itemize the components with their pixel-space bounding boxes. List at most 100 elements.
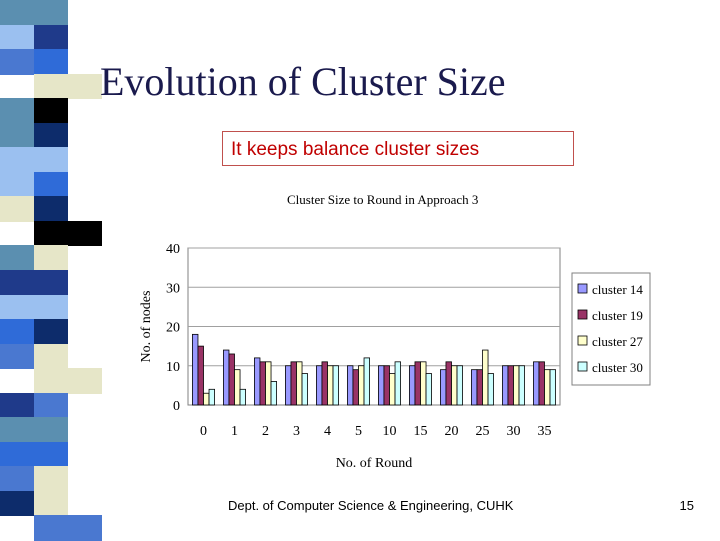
bar bbox=[270, 381, 277, 406]
stripe-block bbox=[0, 24, 34, 51]
legend-label: cluster 30 bbox=[592, 360, 643, 375]
y-tick-label: 40 bbox=[166, 242, 180, 257]
y-tick-label: 20 bbox=[166, 321, 180, 336]
stripe-block bbox=[0, 171, 34, 198]
bar bbox=[363, 357, 370, 406]
bar bbox=[197, 345, 204, 406]
bar bbox=[383, 365, 390, 406]
x-tick-label: 3 bbox=[293, 424, 300, 439]
bar bbox=[301, 373, 308, 406]
bar bbox=[254, 357, 261, 406]
bar bbox=[414, 361, 421, 406]
stripe-block bbox=[34, 122, 68, 149]
stripe-block bbox=[34, 392, 68, 419]
bar bbox=[192, 333, 199, 406]
bar bbox=[358, 365, 365, 406]
stripe-block bbox=[34, 245, 68, 271]
footer-text: Dept. of Computer Science & Engineering,… bbox=[228, 498, 514, 513]
bar bbox=[471, 369, 478, 406]
bar bbox=[285, 365, 292, 406]
stripe-block bbox=[34, 343, 68, 370]
legend-label: cluster 19 bbox=[592, 308, 643, 323]
stripe-block bbox=[0, 294, 68, 321]
stripe-block bbox=[0, 49, 34, 75]
x-tick-label: 0 bbox=[200, 424, 207, 439]
bar bbox=[321, 361, 328, 406]
bar bbox=[513, 365, 520, 406]
bar bbox=[549, 369, 556, 406]
callout-box: It keeps balance cluster sizes bbox=[222, 131, 574, 166]
bar bbox=[296, 361, 303, 406]
stripe-block bbox=[34, 24, 68, 51]
bar bbox=[420, 361, 427, 406]
x-tick-label: 4 bbox=[324, 424, 331, 439]
stripe-block bbox=[34, 368, 102, 394]
stripe-block bbox=[0, 490, 34, 517]
bar bbox=[440, 369, 447, 406]
bar bbox=[223, 349, 230, 406]
bar bbox=[234, 369, 241, 406]
stripe-block bbox=[0, 319, 34, 345]
bar bbox=[409, 365, 416, 406]
stripe-block bbox=[34, 98, 68, 124]
bar bbox=[239, 388, 246, 406]
bar bbox=[425, 373, 432, 406]
bar bbox=[533, 361, 540, 406]
bar bbox=[394, 361, 401, 406]
bar bbox=[487, 373, 494, 406]
stripe-block bbox=[34, 319, 68, 345]
legend-swatch bbox=[577, 309, 588, 320]
bar bbox=[332, 365, 339, 406]
bar bbox=[502, 365, 509, 406]
stripe-block bbox=[0, 0, 68, 26]
y-axis-label: No. of nodes bbox=[139, 291, 154, 363]
stripe-block bbox=[0, 122, 34, 149]
stripe-block bbox=[0, 392, 34, 419]
stripe-block bbox=[0, 270, 34, 296]
stripe-block bbox=[0, 196, 34, 222]
x-axis-label: No. of Round bbox=[336, 456, 413, 471]
bar bbox=[327, 365, 334, 406]
x-tick-label: 1 bbox=[231, 424, 238, 439]
page-number: 15 bbox=[679, 498, 694, 513]
stripe-block bbox=[0, 147, 68, 173]
x-tick-label: 30 bbox=[507, 424, 521, 439]
stripe-block bbox=[34, 73, 102, 100]
bar bbox=[538, 361, 545, 406]
stripe-block bbox=[34, 490, 68, 517]
stripe-block bbox=[0, 441, 68, 468]
x-tick-label: 2 bbox=[262, 424, 269, 439]
x-tick-label: 10 bbox=[383, 424, 397, 439]
slide-title: Evolution of Cluster Size bbox=[100, 59, 506, 104]
cluster-size-chart: Cluster Size to Round in Approach 301020… bbox=[139, 192, 651, 471]
y-tick-label: 0 bbox=[173, 399, 180, 414]
bar bbox=[316, 365, 323, 406]
stripe-block bbox=[34, 196, 68, 222]
bar bbox=[507, 365, 514, 406]
bar bbox=[378, 365, 385, 406]
stripe-block bbox=[34, 466, 68, 492]
bar bbox=[265, 361, 272, 406]
x-tick-label: 5 bbox=[355, 424, 362, 439]
decorative-stripe bbox=[0, 0, 102, 541]
stripe-block bbox=[34, 515, 102, 541]
bar bbox=[290, 361, 297, 406]
bar bbox=[482, 349, 489, 406]
bar bbox=[352, 369, 359, 406]
bar bbox=[451, 365, 458, 406]
legend-swatch bbox=[577, 335, 588, 346]
legend-label: cluster 14 bbox=[592, 282, 643, 297]
bar bbox=[228, 353, 235, 406]
bar bbox=[445, 361, 452, 406]
stripe-block bbox=[34, 49, 68, 75]
stripe-block bbox=[34, 417, 68, 443]
bar bbox=[259, 361, 266, 406]
stripe-block bbox=[0, 343, 34, 370]
bar bbox=[544, 369, 551, 406]
bar bbox=[518, 365, 525, 406]
bar bbox=[389, 373, 396, 406]
bar bbox=[347, 365, 354, 406]
stripe-block bbox=[34, 220, 102, 247]
y-tick-label: 10 bbox=[166, 360, 180, 375]
legend-swatch bbox=[577, 361, 588, 372]
